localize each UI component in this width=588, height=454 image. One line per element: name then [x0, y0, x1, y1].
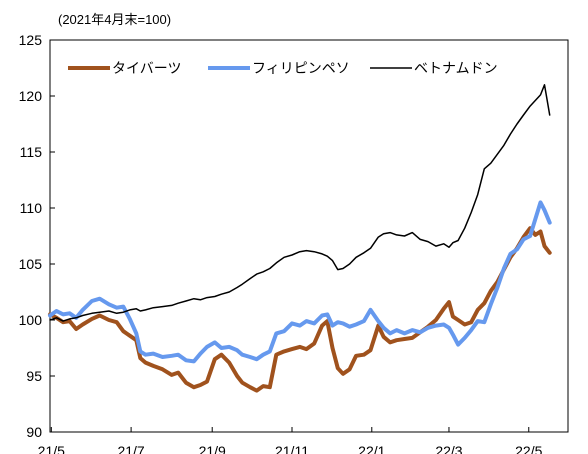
y-axis: 90 95 100 105 110 115 120 125 — [19, 32, 55, 440]
y-tick-label: 105 — [19, 256, 43, 272]
x-tick-label: 21/11 — [275, 443, 309, 454]
y-tick-label: 120 — [19, 88, 43, 104]
series-line-2 — [49, 84, 551, 322]
series-line-1 — [48, 200, 552, 364]
plot-frame — [49, 39, 569, 433]
y-tick-label: 125 — [19, 32, 43, 48]
y-tick-label: 100 — [19, 312, 43, 328]
x-tick-label: 22/1 — [358, 443, 385, 454]
legend-label: ベトナムドン — [414, 60, 498, 76]
x-tick-label: 21/5 — [38, 443, 65, 454]
y-tick-label: 95 — [26, 368, 42, 384]
y-tick-label: 110 — [20, 200, 43, 216]
legend-label: タイバーツ — [112, 60, 181, 76]
x-axis: 21/5 21/7 21/9 21/11 22/1 22/3 22/5 — [38, 427, 543, 454]
x-tick-label: 22/5 — [515, 443, 542, 454]
x-tick-label: 21/9 — [199, 443, 226, 454]
x-tick-label: 21/7 — [117, 443, 144, 454]
legend: タイバーツ フィリピンペソ ベトナムドン — [68, 60, 498, 76]
series-lines — [48, 84, 552, 393]
y-tick-label: 115 — [20, 144, 43, 160]
chart-note: (2021年4月末=100) — [58, 12, 171, 27]
y-tick-label: 90 — [26, 424, 42, 440]
x-tick-label: 22/3 — [435, 443, 462, 454]
legend-label: フィリピンペソ — [252, 60, 350, 76]
